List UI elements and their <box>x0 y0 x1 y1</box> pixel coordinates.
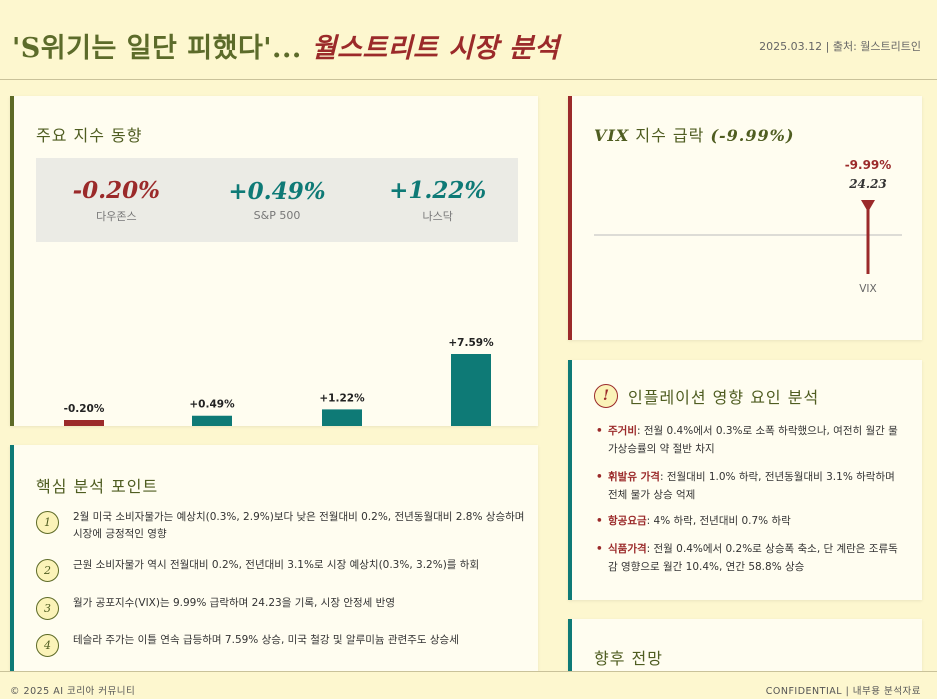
page-header: 'S위기는 일단 피했다'... 월스트리트 시장 분석 2025.03.12 … <box>0 0 937 80</box>
key-points-title: 핵심 분석 포인트 <box>36 477 159 496</box>
page-footer: © 2025 AI 코리아 커뮤니티 CONFIDENTIAL | 내부용 분석… <box>0 671 937 699</box>
key-point-text: 월가 공포지수(VIX)는 9.99% 급락하며 24.23을 기록, 시장 안… <box>73 597 395 609</box>
key-points-card: 핵심 분석 포인트 1 2월 미국 소비자물가는 예상치(0.3%, 2.9%)… <box>10 445 538 675</box>
indices-stat-box: -0.20% 다우존스 +0.49% S&P 500 +1.22% 나스닥 <box>36 158 518 242</box>
vix-title-text: 지수 급락 <box>629 126 711 145</box>
bar-1 <box>192 415 232 426</box>
key-point-item: 3 월가 공포지수(VIX)는 9.99% 급락하며 24.23을 기록, 시장… <box>36 595 526 620</box>
inflation-item-text: : 4% 하락, 전년대비 0.7% 하락 <box>646 515 791 527</box>
vix-down-arrow-icon <box>861 200 875 212</box>
vix-chart: -9.99% 24.23 VIX <box>594 158 902 295</box>
inflation-title: 인플레이션 영향 요인 분석 <box>628 388 820 407</box>
inflation-item: 주거비: 전월 0.4%에서 0.3%로 소폭 하락했으나, 여전히 월간 물가… <box>596 422 902 458</box>
inflation-card: ! 인플레이션 영향 요인 분석 주거비: 전월 0.4%에서 0.3%로 소폭… <box>568 360 922 600</box>
page-title-accent: 월스트리트 시장 분석 <box>301 33 560 64</box>
stat-label: 다우존스 <box>96 209 137 223</box>
key-point-text: 2월 미국 소비자물가는 예상치(0.3%, 2.9%)보다 낮은 전월대비 0… <box>73 511 525 540</box>
bar-data-label: -0.20% <box>64 403 105 415</box>
key-point-text: 근원 소비자물가 역시 전월대비 0.2%, 전년대비 3.1%로 시장 예상치… <box>73 559 480 571</box>
inflation-item-key: 휘발유 가격 <box>608 471 660 483</box>
stat-label: S&P 500 <box>253 209 301 222</box>
stat-value: -0.20% <box>72 176 161 204</box>
number-badge-icon: 3 <box>36 597 59 620</box>
indices-card: 주요 지수 동향 -0.20% 다우존스 +0.49% S&P 500 +1.2… <box>10 96 538 426</box>
inflation-item: 휘발유 가격: 전월대비 1.0% 하락, 전년동월대비 3.1% 하락하며 전… <box>596 468 902 504</box>
page-meta: 2025.03.12 | 출처: 월스트리트인 <box>759 40 921 53</box>
warning-icon: ! <box>594 384 618 408</box>
inflation-item-key: 주거비 <box>608 425 637 437</box>
indices-title: 주요 지수 동향 <box>36 126 143 145</box>
key-point-item: 2 근원 소비자물가 역시 전월대비 0.2%, 전년대비 3.1%로 시장 예… <box>36 557 526 582</box>
inflation-item-key: 식품가격 <box>608 543 647 555</box>
inflation-item: 항공요금: 4% 하락, 전년대비 0.7% 하락 <box>596 512 902 530</box>
vix-title: VIX 지수 급락 (-9.99%) <box>594 122 794 146</box>
number-badge-icon: 4 <box>36 634 59 657</box>
page-title: 'S위기는 일단 피했다'... 월스트리트 시장 분석 <box>12 26 560 65</box>
inflation-header: ! 인플레이션 영향 요인 분석 <box>594 384 819 408</box>
bar-data-label: +0.49% <box>189 399 235 411</box>
vix-annotation: 24.23 <box>848 177 887 191</box>
vix-tick-label: VIX <box>859 283 876 295</box>
inflation-item-text: : 전월 0.4%에서 0.2%로 상승폭 축소, 단 계란은 조류독감 영향으… <box>608 543 898 573</box>
outlook-title: 향후 전망 <box>594 649 663 668</box>
footer-copyright: © 2025 AI 코리아 커뮤니티 <box>10 686 136 697</box>
key-point-item: 1 2월 미국 소비자물가는 예상치(0.3%, 2.9%)보다 낮은 전월대비… <box>36 509 526 543</box>
stat-value: +1.22% <box>389 176 487 204</box>
stat-dow: -0.20% 다우존스 <box>36 177 196 224</box>
inflation-item-key: 항공요금 <box>608 515 647 527</box>
vix-card: -9.99% 24.23 VIX VIX 지수 급락 (-9.99%) <box>568 96 922 340</box>
inflation-item-text: : 전월 0.4%에서 0.3%로 소폭 하락했으나, 여전히 월간 물가상승률… <box>608 425 898 455</box>
outlook-card: 향후 전망 <box>568 619 922 679</box>
stat-sp500: +0.49% S&P 500 <box>197 178 357 222</box>
inflation-item-text: : 전월대비 1.0% 하락, 전년동월대비 3.1% 하락하며 전체 물가 상… <box>608 471 895 501</box>
vix-data-label: -9.99% <box>845 158 892 172</box>
number-badge-icon: 1 <box>36 511 59 534</box>
vix-title-ticker: VIX <box>594 126 630 145</box>
page-title-main: 'S위기는 일단 피했다'... <box>12 33 302 64</box>
footer-confidential: CONFIDENTIAL | 내부용 분석자료 <box>765 686 921 697</box>
bar-2 <box>322 409 362 426</box>
bar-data-label: +7.59% <box>448 337 494 349</box>
bar-data-label: +1.22% <box>319 392 365 404</box>
vix-title-pct: (-9.99%) <box>710 126 795 145</box>
bar-3 <box>451 354 491 426</box>
bar-0 <box>64 420 104 426</box>
stat-nasdaq: +1.22% 나스닥 <box>358 177 518 224</box>
stat-label: 나스닥 <box>422 209 453 223</box>
inflation-item: 식품가격: 전월 0.4%에서 0.2%로 상승폭 축소, 단 계란은 조류독감… <box>596 540 902 576</box>
stat-value: +0.49% <box>228 178 326 205</box>
key-point-item: 4 테슬라 주가는 이틀 연속 급등하며 7.59% 상승, 미국 철강 및 알… <box>36 632 526 657</box>
key-point-text: 테슬라 주가는 이틀 연속 급등하며 7.59% 상승, 미국 철강 및 알루미… <box>73 634 459 646</box>
number-badge-icon: 2 <box>36 559 59 582</box>
